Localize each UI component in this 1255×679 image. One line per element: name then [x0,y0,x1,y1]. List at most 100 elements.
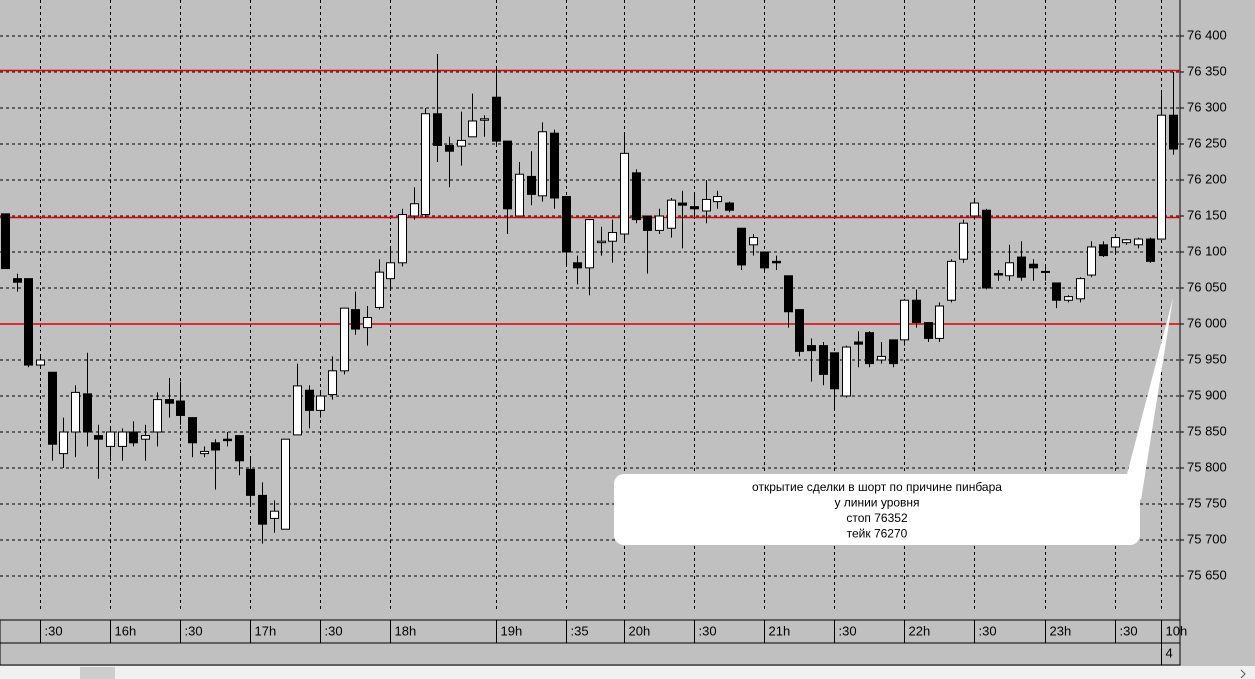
candle-body [480,118,489,121]
candle-body [433,113,442,146]
candle-body [713,196,722,203]
x-tick-label: :30 [979,623,997,638]
candle-body [421,113,430,216]
x-tick-label: :30 [325,623,343,638]
y-tick-label: 76 350 [1187,63,1227,78]
scrollbar[interactable] [0,666,1255,679]
y-tick-label: 76 100 [1187,243,1227,258]
candle-body [1017,256,1026,278]
x-tick-label: :30 [839,623,857,638]
candle-body [597,240,606,244]
candle-body [573,262,582,269]
candle-body [737,227,746,266]
candle-body [328,370,337,396]
candle-body [877,355,886,361]
candle-body [445,144,454,152]
candle-body [935,305,944,339]
candle-body [176,400,185,416]
y-tick-label: 75 800 [1187,459,1227,474]
candle-body [1087,246,1096,276]
candle-body [1157,114,1166,240]
candle-body [807,345,816,352]
candle-body [795,309,804,352]
candle-body [819,345,828,375]
candle-body [94,435,103,440]
candle-body [129,431,138,444]
candle-body [83,393,92,433]
x-tick-label: :30 [45,623,63,638]
y-tick-label: 75 750 [1187,495,1227,510]
callout-pointer [1126,298,1173,500]
candle-body [457,139,466,147]
x-tick-label: :35 [571,623,589,638]
candle-body [363,317,372,329]
candle-body [854,341,863,345]
candle-body [1005,262,1014,277]
candle-body [959,222,968,260]
annotation-text: тейк 76270 [847,527,908,541]
candle-body [492,96,501,142]
candle-body [281,438,290,530]
candle-body [398,214,407,264]
candle-body [410,203,419,217]
candle-body [538,131,547,197]
candle-body [1122,239,1131,244]
candle-body [316,395,325,411]
scrollbar-thumb[interactable] [80,667,115,679]
candle-body [1041,270,1050,273]
candle-body [1076,278,1085,300]
x-tick-label: 19h [501,623,523,638]
candle-body [188,417,197,444]
candle-body [468,120,477,138]
annotation-text: открытие сделки в шорт по причине пинбар… [752,480,1002,494]
candle-body [235,435,244,462]
y-tick-label: 75 950 [1187,351,1227,366]
candle-body [1111,237,1120,248]
candle-body [1029,263,1038,269]
candle-body [515,173,524,217]
y-tick-label: 76 300 [1187,99,1227,114]
candle-body [258,494,267,525]
candle-body [351,309,360,330]
candle-body [36,359,45,366]
candle-body [165,399,174,404]
candle-body [749,237,758,246]
x-tick-label: 17h [255,623,277,638]
candle-body [772,260,781,264]
candle-body [1134,238,1143,246]
y-tick-label: 76 150 [1187,207,1227,222]
candle-body [947,260,956,301]
candle-body [1099,244,1108,257]
candle-body [550,132,559,199]
scroll-arrow[interactable] [1240,669,1246,679]
candle-body [702,198,711,212]
candle-body [340,307,349,372]
candle-body [200,450,209,455]
x-tick-label: 18h [395,623,417,638]
candle-body [982,209,991,289]
candle-body [13,278,22,283]
candle-body [270,510,279,519]
candle-body [1064,296,1073,301]
x-tick-label: 21h [769,623,791,638]
annotation-text: стоп 76352 [846,511,908,525]
y-tick-label: 76 050 [1187,279,1227,294]
candle-body [293,385,302,436]
x-tick-label: 10h [1166,623,1188,638]
y-tick-label: 76 000 [1187,315,1227,330]
annotation-text: у линии уровня [834,496,919,510]
candle-body [246,468,255,496]
y-tick-label: 76 400 [1187,27,1227,42]
candle-body [48,371,57,445]
candle-body [305,389,314,411]
candle-body [71,391,80,433]
candle-body [970,202,979,217]
candle-body [562,196,571,253]
date-axis [0,642,1181,666]
candle-body [375,271,384,308]
candle-body [503,140,512,210]
candle-body [386,262,395,280]
candle-body [667,199,676,229]
date-label: 4 [1166,645,1173,660]
